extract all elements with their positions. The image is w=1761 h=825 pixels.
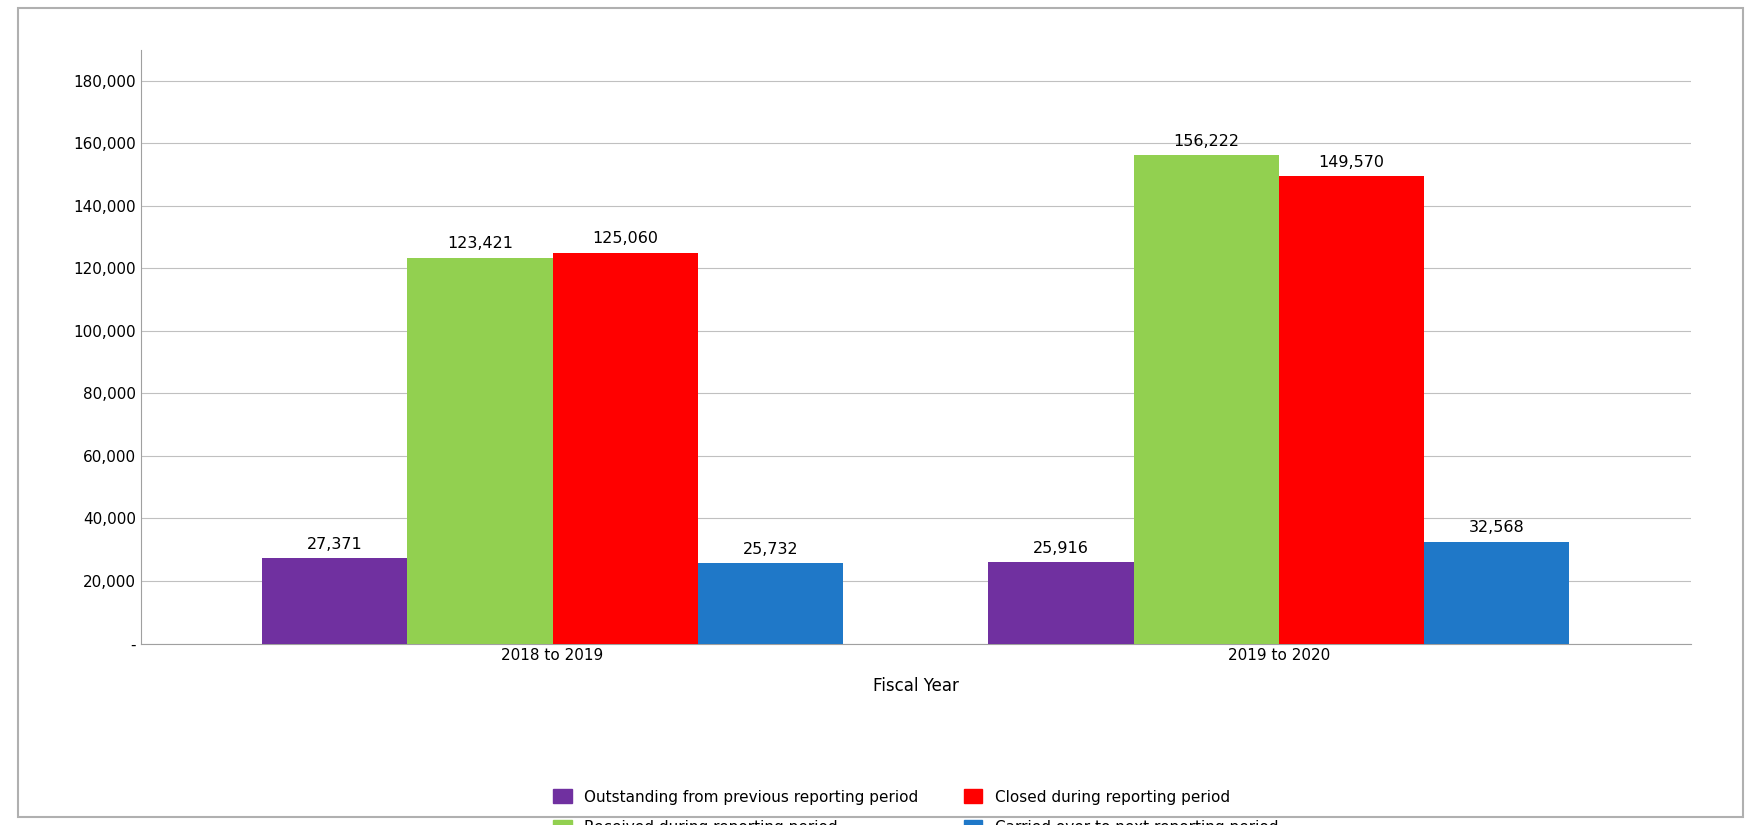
Bar (262, 558, 407, 644)
Text: 25,916: 25,916 (1034, 541, 1088, 556)
Bar (407, 257, 553, 644)
Bar (697, 563, 844, 644)
Bar (1425, 542, 1569, 644)
Text: 125,060: 125,060 (592, 231, 659, 247)
Legend: Outstanding from previous reporting period, Received during reporting period, Cl: Outstanding from previous reporting peri… (546, 782, 1286, 825)
Text: 156,222: 156,222 (1173, 134, 1240, 148)
Bar (1134, 155, 1278, 644)
Text: 27,371: 27,371 (306, 537, 363, 552)
Text: 25,732: 25,732 (743, 542, 798, 557)
Bar (988, 563, 1134, 644)
X-axis label: Fiscal Year: Fiscal Year (873, 677, 958, 695)
Text: 149,570: 149,570 (1319, 154, 1384, 170)
Text: 32,568: 32,568 (1469, 521, 1525, 535)
Bar (553, 252, 697, 644)
Bar (1278, 176, 1425, 644)
Text: 123,421: 123,421 (447, 237, 512, 252)
